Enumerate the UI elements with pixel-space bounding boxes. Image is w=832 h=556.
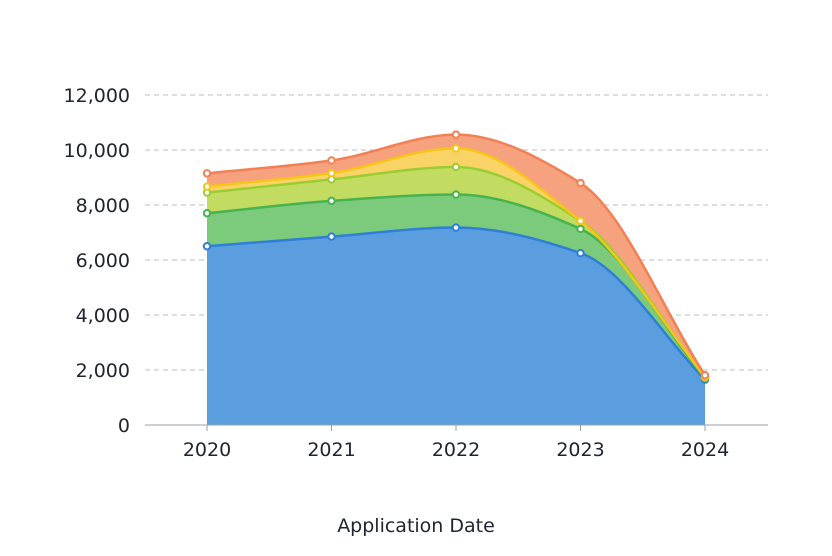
- y-tick-label: 0: [118, 415, 130, 437]
- series-4-point[interactable]: [577, 218, 583, 224]
- series-5-point[interactable]: [577, 180, 583, 186]
- series-2-point[interactable]: [204, 210, 210, 216]
- y-tick-label: 12,000: [64, 85, 130, 107]
- x-tick-label: 2021: [307, 439, 355, 461]
- y-tick-label: 10,000: [64, 140, 130, 162]
- series-2-point[interactable]: [328, 198, 334, 204]
- series-2-point[interactable]: [577, 226, 583, 232]
- x-tick-label: 2024: [681, 439, 729, 461]
- x-tick-label: 2020: [183, 439, 231, 461]
- series-5-point[interactable]: [204, 170, 210, 176]
- series-4-point[interactable]: [204, 183, 210, 189]
- y-tick-label: 2,000: [76, 360, 130, 382]
- series-1-point[interactable]: [204, 243, 210, 249]
- series-1-point[interactable]: [453, 224, 459, 230]
- x-tick-label: 2022: [432, 439, 480, 461]
- series-5-point[interactable]: [702, 372, 708, 378]
- x-tick-label: 2023: [556, 439, 604, 461]
- series-4-point[interactable]: [453, 145, 459, 151]
- series-1-point[interactable]: [577, 250, 583, 256]
- series-1-point[interactable]: [328, 233, 334, 239]
- y-tick-label: 6,000: [76, 250, 130, 272]
- y-tick-label: 4,000: [76, 305, 130, 327]
- series-3-point[interactable]: [453, 164, 459, 170]
- series-5-point[interactable]: [453, 131, 459, 137]
- series-5-point[interactable]: [328, 157, 334, 163]
- y-tick-label: 8,000: [76, 195, 130, 217]
- series-4-point[interactable]: [328, 170, 334, 176]
- series-2-point[interactable]: [453, 191, 459, 197]
- x-axis-title: Application Date: [337, 515, 495, 537]
